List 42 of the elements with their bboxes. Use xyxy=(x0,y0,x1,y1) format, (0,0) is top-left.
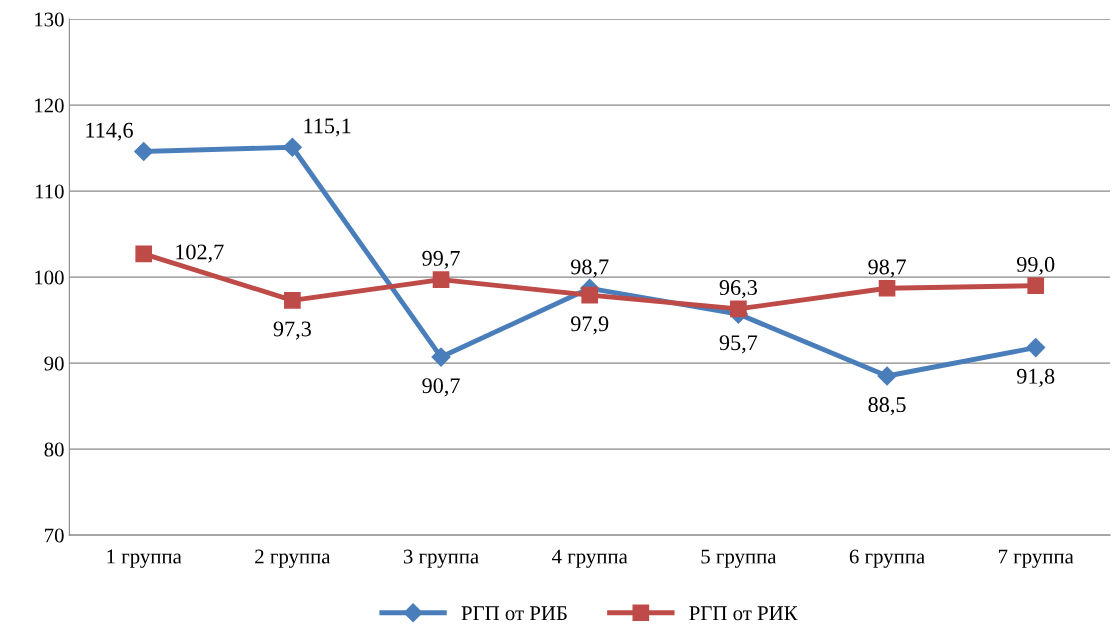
legend-label: РГП от РИК xyxy=(689,606,798,621)
data-label: 102,7 xyxy=(176,244,224,263)
legend-label: РГП от РИБ xyxy=(461,606,567,621)
data-label: 99,7 xyxy=(422,250,460,269)
data-label: 98,7 xyxy=(570,259,609,278)
point xyxy=(877,366,897,386)
point xyxy=(284,291,301,309)
x-tick-label: 4 группа xyxy=(551,549,628,568)
data-label: 97,9 xyxy=(570,316,609,335)
point xyxy=(878,279,896,297)
x-tick-label: 2 группа xyxy=(255,549,331,568)
data-label: 97,3 xyxy=(273,321,311,340)
data-label: 91,8 xyxy=(1016,368,1055,387)
data-label: 114,6 xyxy=(86,122,133,141)
x-tick-label: 7 группа xyxy=(998,549,1074,568)
x-tick-label: 6 группа xyxy=(849,549,925,568)
data-label: 90,7 xyxy=(422,378,460,397)
x-tick-label: 3 группа xyxy=(403,549,479,568)
data-label: 96,3 xyxy=(719,280,757,299)
point xyxy=(282,137,302,157)
data-label: 95,7 xyxy=(719,335,758,354)
x-tick-label: 1 группа xyxy=(107,549,182,568)
y-tick-label: 120 xyxy=(35,98,64,113)
point xyxy=(135,245,153,263)
point xyxy=(730,300,747,318)
point xyxy=(1027,277,1045,295)
point xyxy=(432,271,450,289)
y-tick-label: 110 xyxy=(35,184,64,199)
x-tick-label: 5 группа xyxy=(701,549,777,568)
data-label: 98,7 xyxy=(868,259,906,278)
data-label: 99,0 xyxy=(1016,256,1055,276)
y-tick-label: 100 xyxy=(35,270,64,285)
point xyxy=(1026,338,1046,358)
y-tick-label: 130 xyxy=(35,12,64,27)
point xyxy=(431,347,451,367)
data-label: 88,5 xyxy=(868,397,906,416)
point xyxy=(581,286,599,304)
data-label: 115,1 xyxy=(304,118,351,137)
y-tick-label: 70 xyxy=(45,528,64,543)
y-tick-label: 80 xyxy=(44,442,64,457)
y-tick-label: 90 xyxy=(44,356,64,371)
point xyxy=(134,142,154,162)
